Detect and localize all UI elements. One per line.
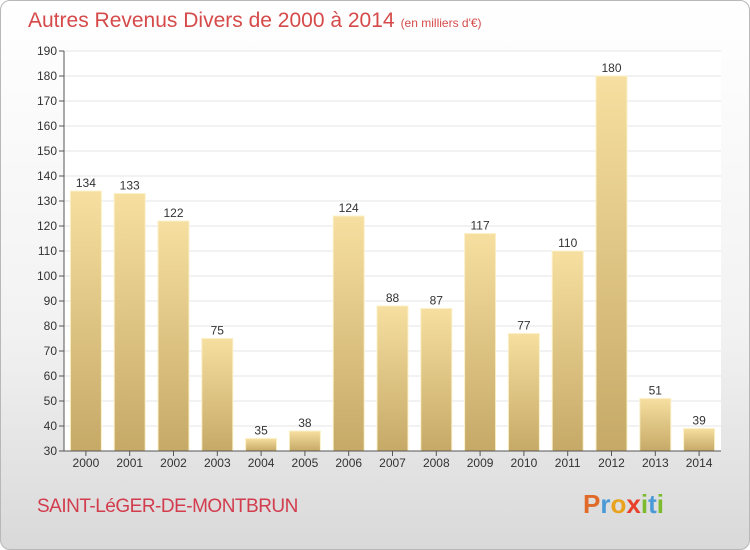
y-tick-label: 140 xyxy=(37,169,57,183)
x-tick-label: 2009 xyxy=(467,456,494,470)
bar-value-label: 133 xyxy=(120,179,140,193)
bar xyxy=(332,215,365,452)
bar xyxy=(113,193,146,452)
y-tick-label: 90 xyxy=(44,294,58,308)
logo-letter: t xyxy=(648,489,657,519)
bar xyxy=(157,220,190,452)
logo-letter: r xyxy=(600,489,611,519)
bar xyxy=(288,430,321,452)
y-tick-label: 100 xyxy=(37,269,57,283)
y-tick-label: 70 xyxy=(44,344,58,358)
bar xyxy=(683,428,716,452)
y-tick-label: 150 xyxy=(37,144,57,158)
bar-value-label: 77 xyxy=(517,319,531,333)
bar xyxy=(639,398,672,452)
x-tick-label: 2013 xyxy=(642,456,669,470)
chart-title: Autres Revenus Divers de 2000 à 2014 (en … xyxy=(28,9,482,33)
y-tick-label: 80 xyxy=(44,319,58,333)
bar-value-label: 180 xyxy=(601,61,621,75)
bar xyxy=(69,190,102,452)
y-tick-label: 60 xyxy=(44,369,58,383)
x-tick-label: 2004 xyxy=(248,456,275,470)
bar-value-label: 39 xyxy=(692,414,706,428)
bar xyxy=(507,333,540,452)
bar-value-label: 110 xyxy=(558,236,577,250)
x-tick-label: 2014 xyxy=(686,456,713,470)
title-text: Autres Revenus Divers de 2000 à 2014 xyxy=(28,9,395,32)
x-tick-label: 2002 xyxy=(160,456,187,470)
x-tick-label: 2008 xyxy=(423,456,450,470)
bar-value-label: 51 xyxy=(649,384,663,398)
y-tick-label: 160 xyxy=(37,119,57,133)
logo-letter: o xyxy=(610,489,627,519)
bars: 134 133 122 75 35 38 124 88 87 117 77 110 180 51 39 xyxy=(69,61,716,452)
logo-letter: P xyxy=(583,489,601,519)
x-tick-label: 2001 xyxy=(116,456,143,470)
y-tick-label: 50 xyxy=(44,394,58,408)
y-tick-label: 190 xyxy=(37,44,57,58)
bar-value-label: 87 xyxy=(430,294,444,308)
bar xyxy=(201,338,234,452)
y-tick-label: 110 xyxy=(38,244,57,258)
bar-value-label: 88 xyxy=(386,291,400,305)
bar xyxy=(376,305,409,452)
y-tick-label: 130 xyxy=(37,194,57,208)
bar xyxy=(551,250,584,452)
y-tick-label: 180 xyxy=(37,69,57,83)
x-tick-label: 2003 xyxy=(204,456,231,470)
town-name: SAINT-LéGER-DE-MONTBRUN xyxy=(37,496,298,517)
x-tick-label: 2012 xyxy=(598,456,625,470)
y-tick-label: 30 xyxy=(44,444,58,458)
bar xyxy=(245,438,278,452)
x-tick-label: 2010 xyxy=(511,456,538,470)
bar-value-label: 134 xyxy=(76,176,96,190)
y-tick-label: 120 xyxy=(37,219,57,233)
y-tick-label: 170 xyxy=(37,94,57,108)
proxiti-logo: Proxiti xyxy=(583,489,664,520)
y-tick-label: 40 xyxy=(44,419,58,433)
bar xyxy=(464,233,497,452)
axes: 30 40 50 60 70 80 90 100 110 120 130 140 150 160 170 18… xyxy=(37,44,721,470)
logo-letter: i xyxy=(640,489,649,519)
x-tick-label: 2006 xyxy=(335,456,362,470)
x-tick-label: 2007 xyxy=(379,456,406,470)
logo-letter: x xyxy=(626,489,641,519)
x-tick-label: 2005 xyxy=(292,456,319,470)
bar-value-label: 35 xyxy=(254,424,268,438)
bar-value-label: 124 xyxy=(339,201,359,215)
x-tick-label: 2011 xyxy=(555,456,581,470)
bar-value-label: 75 xyxy=(211,324,225,338)
title-unit: (en milliers d'€) xyxy=(400,16,482,30)
bar xyxy=(420,308,453,452)
bar-value-label: 122 xyxy=(163,206,183,220)
bar-value-label: 117 xyxy=(471,219,490,233)
x-tick-label: 2000 xyxy=(73,456,100,470)
bar xyxy=(595,75,628,452)
bar-value-label: 38 xyxy=(298,416,312,430)
logo-letter: i xyxy=(656,489,664,519)
